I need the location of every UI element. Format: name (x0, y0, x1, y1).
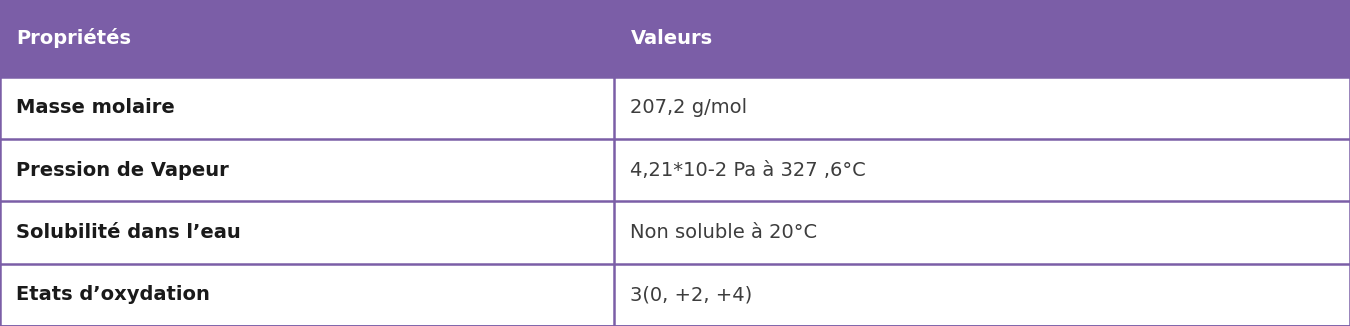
Bar (0, 264, 1350, 326)
Bar (0, 77, 1350, 139)
Text: Non soluble à 20°C: Non soluble à 20°C (630, 223, 818, 242)
Text: Masse molaire: Masse molaire (16, 98, 176, 117)
Bar (0, 201, 1350, 264)
Text: Propriétés: Propriétés (16, 28, 131, 48)
Text: Solubilité dans l’eau: Solubilité dans l’eau (16, 223, 240, 242)
Text: 4,21*10-2 Pa à 327 ,6°C: 4,21*10-2 Pa à 327 ,6°C (630, 161, 867, 180)
Bar (0, 139, 1350, 201)
Text: Etats d’oxydation: Etats d’oxydation (16, 285, 211, 304)
Text: Valeurs: Valeurs (630, 29, 713, 48)
Text: 207,2 g/mol: 207,2 g/mol (630, 98, 748, 117)
Bar (0, 0, 1350, 77)
Text: 3(0, +2, +4): 3(0, +2, +4) (630, 285, 753, 304)
Text: Pression de Vapeur: Pression de Vapeur (16, 161, 230, 180)
